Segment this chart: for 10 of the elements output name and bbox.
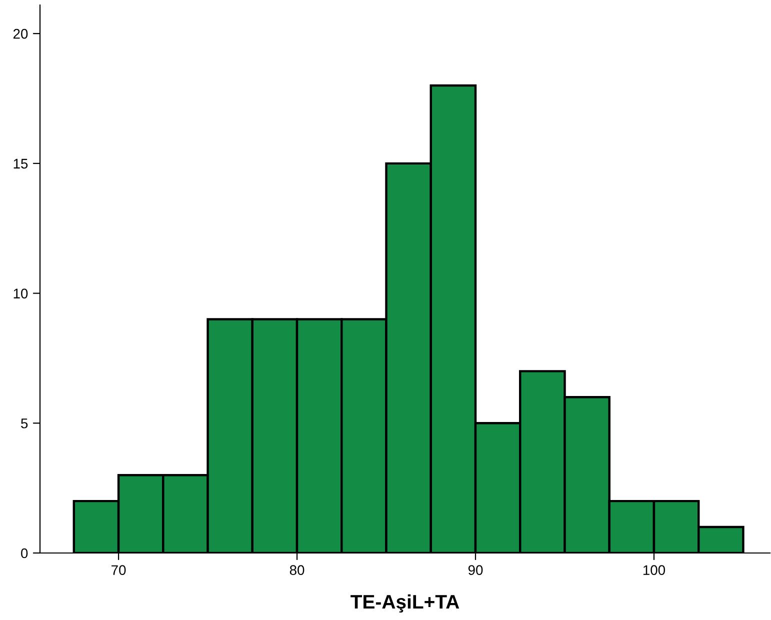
x-tick-label: 80: [290, 565, 304, 576]
x-tick-label: 70: [112, 565, 126, 576]
x-tick-label: 100: [643, 565, 666, 576]
y-tick-label: 10: [14, 288, 28, 298]
y-tick-label: 0: [21, 548, 28, 558]
y-tick-label: 15: [14, 158, 28, 169]
x-axis-title: TE-AşiL+TA: [350, 594, 460, 613]
y-tick-label: 20: [13, 28, 28, 39]
y-tick-label: 5: [21, 418, 28, 428]
x-tick-label: 90: [468, 565, 483, 576]
